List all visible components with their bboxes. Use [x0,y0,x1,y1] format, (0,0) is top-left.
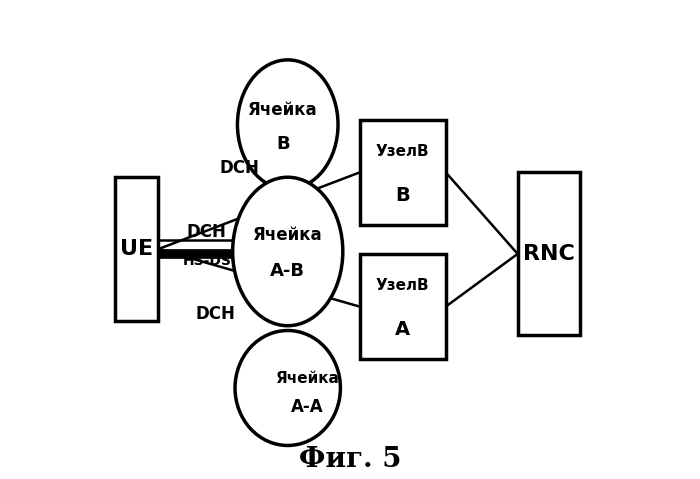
Text: A: A [395,320,410,339]
Text: RNC: RNC [523,244,575,264]
Bar [517,172,580,335]
Text: Ячейка: Ячейка [248,101,318,119]
Text: А-В: А-В [270,262,305,280]
Text: B: B [395,186,410,205]
Text: DCH: DCH [186,223,226,241]
Text: УзелВ: УзелВ [376,144,430,159]
Text: А-А: А-А [290,398,323,416]
Bar [360,254,446,359]
Text: DCH: DCH [196,305,236,323]
Text: UE: UE [120,239,153,259]
Text: УзелВ: УзелВ [376,278,430,293]
Text: Ячейка: Ячейка [253,226,323,244]
Bar [116,177,158,321]
Text: DCH: DCH [220,159,260,177]
Ellipse shape [232,177,343,326]
Ellipse shape [235,331,340,445]
Text: В: В [276,135,290,153]
Text: Фиг. 5: Фиг. 5 [299,446,401,473]
Ellipse shape [237,60,338,189]
Text: HS-DSCH: HS-DSCH [183,254,253,268]
Bar [360,120,446,225]
Text: Ячейка: Ячейка [275,371,339,386]
